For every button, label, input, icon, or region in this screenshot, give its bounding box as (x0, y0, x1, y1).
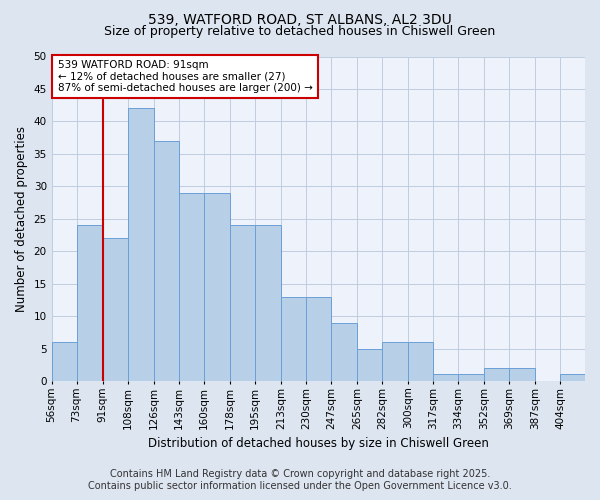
X-axis label: Distribution of detached houses by size in Chiswell Green: Distribution of detached houses by size … (148, 437, 489, 450)
Bar (281, 296, 306, 381)
Bar (255, 225, 281, 381)
Bar (306, 296, 331, 381)
Bar (103, 238, 128, 381)
Bar (357, 348, 382, 381)
Text: Size of property relative to detached houses in Chiswell Green: Size of property relative to detached ho… (104, 25, 496, 38)
Bar (382, 342, 408, 381)
Bar (458, 374, 484, 381)
Bar (128, 108, 154, 381)
Text: 539, WATFORD ROAD, ST ALBANS, AL2 3DU: 539, WATFORD ROAD, ST ALBANS, AL2 3DU (148, 12, 452, 26)
Bar (331, 322, 357, 381)
Bar (154, 141, 179, 381)
Bar (433, 374, 458, 381)
Bar (179, 193, 203, 381)
Text: 539 WATFORD ROAD: 91sqm
← 12% of detached houses are smaller (27)
87% of semi-de: 539 WATFORD ROAD: 91sqm ← 12% of detache… (58, 60, 313, 93)
Bar (52, 342, 77, 381)
Y-axis label: Number of detached properties: Number of detached properties (15, 126, 28, 312)
Bar (484, 368, 509, 381)
Bar (230, 225, 255, 381)
Bar (509, 368, 535, 381)
Bar (77, 225, 103, 381)
Bar (560, 374, 585, 381)
Bar (408, 342, 433, 381)
Bar (203, 193, 230, 381)
Text: Contains HM Land Registry data © Crown copyright and database right 2025.
Contai: Contains HM Land Registry data © Crown c… (88, 470, 512, 491)
